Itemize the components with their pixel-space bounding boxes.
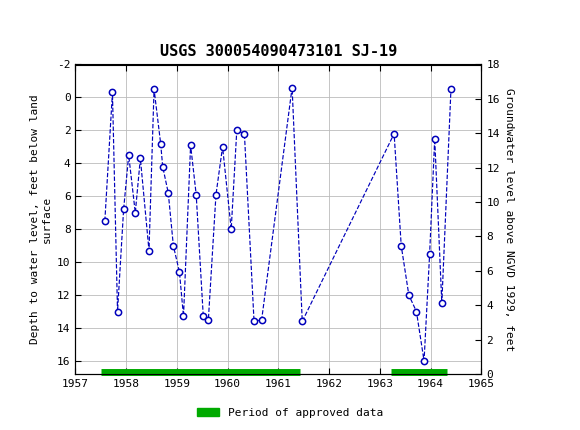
- Y-axis label: Depth to water level, feet below land
surface: Depth to water level, feet below land su…: [30, 95, 52, 344]
- Text: ≡USGS: ≡USGS: [9, 12, 63, 29]
- Y-axis label: Groundwater level above NGVD 1929, feet: Groundwater level above NGVD 1929, feet: [503, 88, 514, 351]
- Legend: Period of approved data: Period of approved data: [193, 403, 387, 422]
- Title: USGS 300054090473101 SJ-19: USGS 300054090473101 SJ-19: [160, 44, 397, 59]
